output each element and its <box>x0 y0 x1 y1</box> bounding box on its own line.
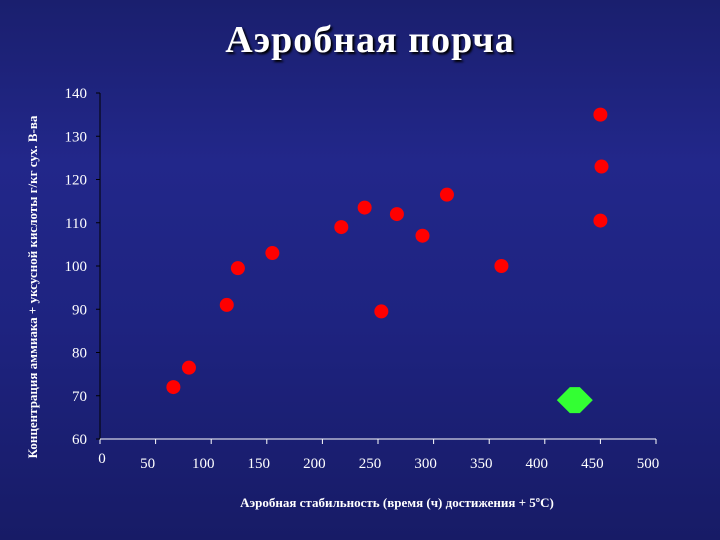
data-point <box>389 207 404 222</box>
x-tick-label: 400 <box>526 456 549 472</box>
data-point <box>494 259 509 273</box>
y-tick-label: 90 <box>72 302 87 318</box>
x-axis-ticks: 0 50 100 150 200 250 300 350 400 450 500 <box>98 439 659 472</box>
y-axis-ticks: 60 70 80 90 100 110 120 130 140 <box>65 86 100 448</box>
data-points <box>166 107 609 414</box>
data-point <box>594 159 609 174</box>
y-tick-label: 60 <box>72 432 87 448</box>
data-point <box>265 246 280 261</box>
x-tick-label: 300 <box>414 456 437 472</box>
x-tick-label: 50 <box>140 456 155 472</box>
data-point <box>181 360 196 375</box>
data-point <box>357 200 372 215</box>
data-point <box>334 220 349 235</box>
slide-title: Аэробная порча <box>225 19 515 61</box>
data-point-green <box>556 387 593 414</box>
data-point <box>374 304 389 319</box>
y-tick-label: 110 <box>65 216 87 232</box>
data-point <box>166 380 181 395</box>
x-tick-label: 450 <box>581 456 604 472</box>
x-tick-label: 100 <box>192 456 215 472</box>
data-point <box>593 107 608 122</box>
data-point <box>593 213 608 228</box>
y-tick-label: 100 <box>65 259 88 275</box>
y-tick-label: 140 <box>65 86 88 102</box>
y-tick-label: 70 <box>72 389 87 405</box>
data-point <box>219 297 234 312</box>
y-tick-label: 130 <box>65 129 88 145</box>
data-point <box>439 187 454 202</box>
y-tick-label: 80 <box>72 346 87 362</box>
data-point <box>415 228 430 243</box>
x-tick-label: 0 <box>98 451 106 467</box>
y-tick-label: 120 <box>65 173 88 189</box>
y-axis-label: Концентрация аммиака + уксусной кислоты … <box>25 115 40 458</box>
x-tick-label: 350 <box>470 456 493 472</box>
x-axis-label: Аэробная стабильность (время (ч) достиже… <box>240 495 554 510</box>
x-tick-label: 150 <box>248 456 271 472</box>
x-tick-label: 200 <box>303 456 326 472</box>
x-tick-label: 500 <box>637 456 660 472</box>
x-tick-label: 250 <box>359 456 382 472</box>
data-point <box>230 261 245 276</box>
